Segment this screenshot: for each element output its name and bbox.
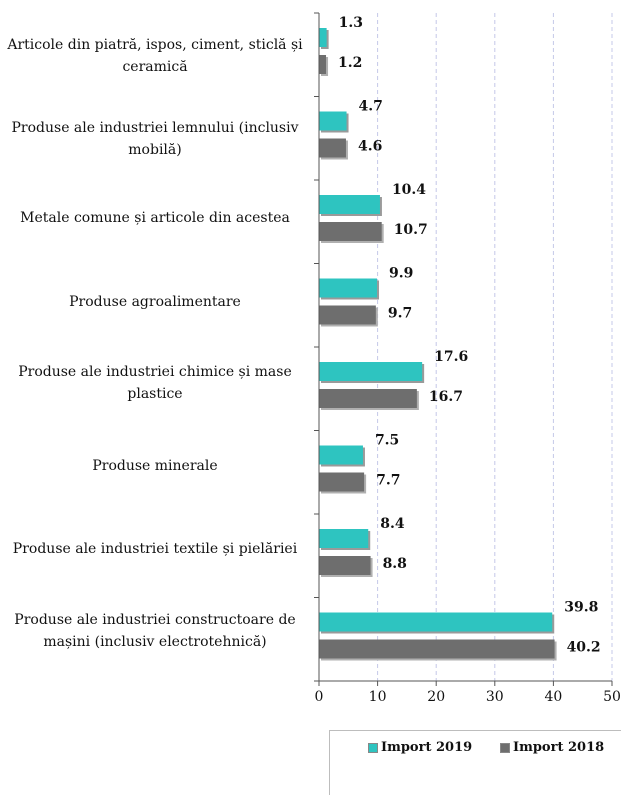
data-label-2018-2: 10.7	[394, 222, 428, 238]
category-label-0: Articole din piatră, ispos, ciment, stic…	[7, 37, 303, 75]
bar-2019-0	[319, 28, 327, 47]
bar-2019-7	[319, 612, 553, 632]
bar-2018-5	[319, 472, 365, 492]
data-label-2019-5: 7.5	[375, 433, 399, 449]
data-labels: 1.3 1.2 4.7 4.6 10.4 10.7 9.9 9.7 17.6 16.7 7.5 7.7…	[338, 15, 601, 656]
data-label-2019-3: 9.9	[389, 266, 413, 282]
category-label-2: Metale comune și articole din acestea	[20, 210, 290, 226]
data-label-2018-5: 7.7	[376, 473, 400, 489]
data-label-2019-4: 17.6	[434, 349, 468, 365]
gridlines	[377, 13, 613, 681]
category-label-5: Produse minerale	[92, 458, 218, 474]
legend: Import 2019 Import 2018	[329, 730, 621, 795]
x-tick-label-20: 20	[427, 689, 445, 705]
data-label-2019-2: 10.4	[392, 182, 426, 198]
category-label-3: Produse agroalimentare	[69, 294, 241, 310]
bar-2019-1	[319, 111, 347, 131]
x-tick-label-50: 50	[603, 689, 621, 705]
bar-2019-5	[319, 445, 363, 465]
legend-swatch-2019	[368, 742, 378, 753]
category-label-6: Produse ale industriei textile și pielăr…	[12, 541, 298, 557]
bar-2018-3	[319, 305, 376, 325]
category-label-4: Produse ale industriei chimice și mase pl…	[18, 364, 292, 402]
data-label-2019-0: 1.3	[339, 15, 363, 31]
axes: 0 10 20 30 40 50	[314, 12, 621, 705]
category-label-1: Produse ale industriei lemnului (inclusi…	[11, 120, 299, 158]
data-label-2019-6: 8.4	[380, 516, 405, 532]
bar-2018-7	[319, 639, 555, 659]
bar-2019-6	[319, 529, 369, 548]
data-label-2018-3: 9.7	[388, 306, 412, 322]
data-label-2018-7: 40.2	[567, 640, 601, 656]
x-tick-label-40: 40	[544, 689, 562, 705]
bar-2018-0	[319, 55, 327, 74]
legend-item-2019: Import 2019	[368, 740, 472, 755]
x-tick-label-30: 30	[486, 689, 504, 705]
data-label-2018-4: 16.7	[429, 389, 463, 405]
bars	[319, 28, 557, 661]
bar-2018-4	[319, 389, 417, 408]
legend-swatch-2018	[500, 742, 510, 753]
bar-2019-2	[319, 195, 380, 214]
x-tick-label-10: 10	[369, 689, 387, 705]
data-label-2019-1: 4.7	[359, 99, 383, 115]
legend-item-2018: Import 2018	[500, 740, 604, 755]
data-label-2018-0: 1.2	[338, 55, 362, 71]
legend-label-2019: Import 2019	[381, 740, 473, 755]
bar-2018-2	[319, 222, 382, 241]
legend-label-2018: Import 2018	[513, 740, 605, 755]
data-label-2019-7: 39.8	[564, 600, 598, 616]
bar-2018-6	[319, 556, 371, 575]
data-label-2018-6: 8.8	[383, 556, 407, 572]
category-label-7: Produse ale industriei constructoare de m…	[14, 612, 296, 650]
bar-2019-4	[319, 362, 423, 381]
data-label-2018-1: 4.6	[358, 139, 382, 155]
bar-2019-3	[319, 278, 378, 298]
bar-2018-1	[319, 138, 346, 158]
x-tick-label-0: 0	[315, 689, 324, 705]
